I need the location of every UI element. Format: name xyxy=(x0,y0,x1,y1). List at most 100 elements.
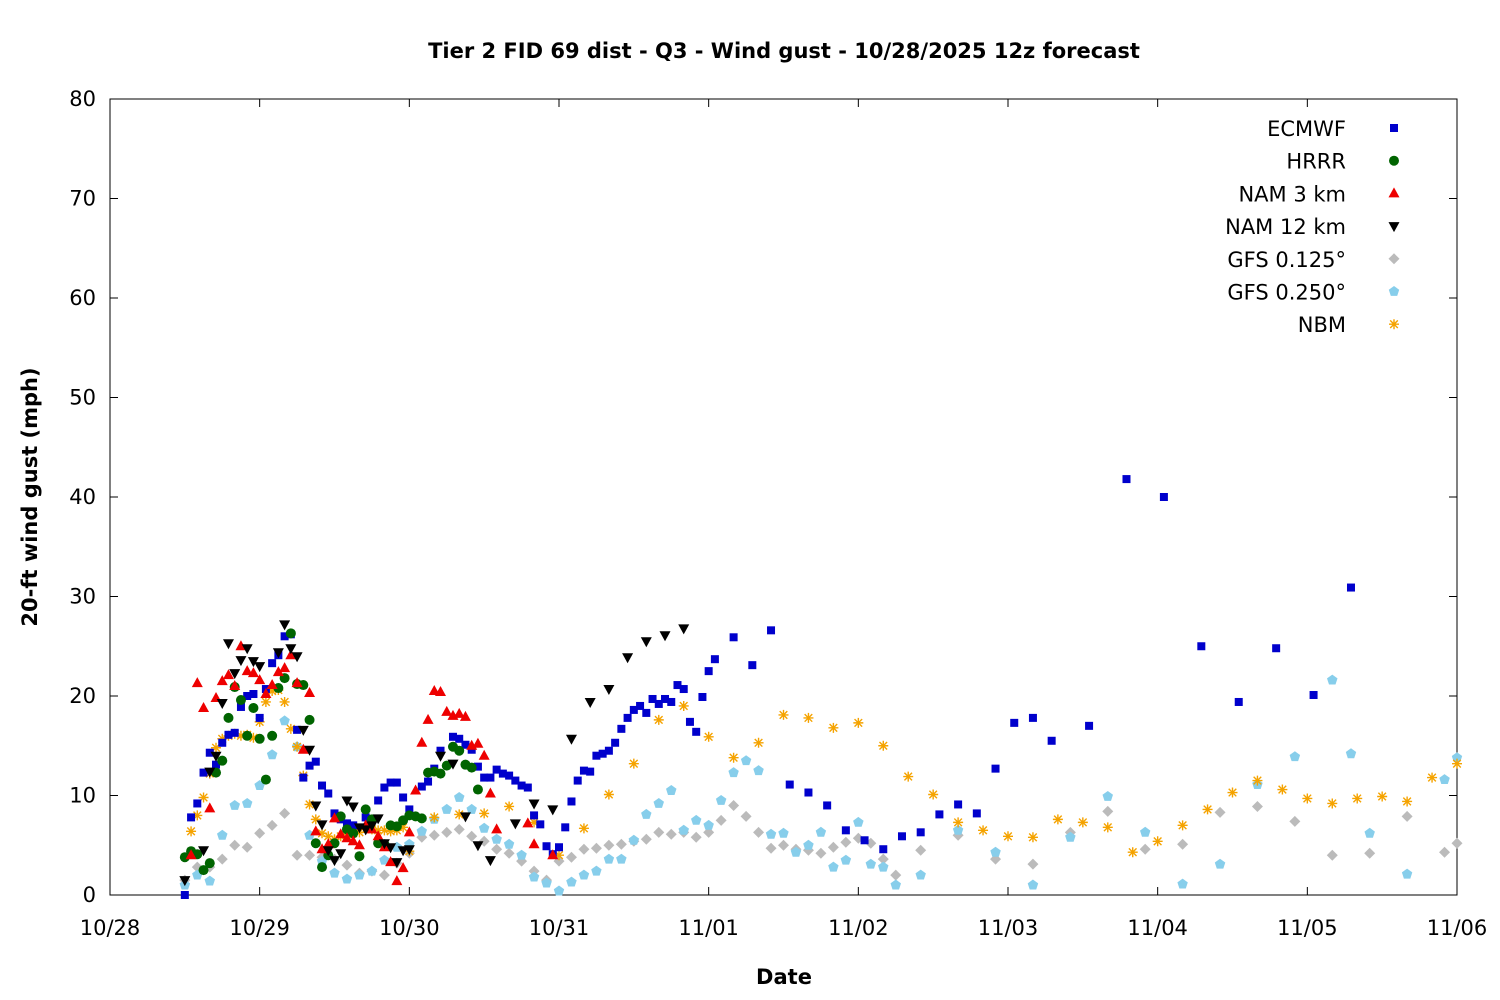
data-point xyxy=(267,686,278,697)
data-point xyxy=(242,730,253,741)
data-point xyxy=(372,830,384,841)
data-point xyxy=(466,830,478,842)
legend: ECMWF HRRR NAM 3 km NAM 12 km GFS 0.125° GFS … xyxy=(1225,117,1400,337)
data-point xyxy=(1289,815,1301,827)
data-point xyxy=(615,838,627,850)
data-point xyxy=(310,825,322,836)
data-point xyxy=(379,825,390,836)
data-point xyxy=(454,809,465,820)
data-point xyxy=(1102,805,1114,817)
data-point xyxy=(1127,847,1138,858)
data-point xyxy=(399,793,408,802)
data-point xyxy=(915,844,927,856)
data-point xyxy=(1364,827,1375,838)
data-point xyxy=(436,746,445,755)
data-point xyxy=(310,801,322,812)
data-point xyxy=(361,813,370,822)
data-point xyxy=(385,843,397,854)
data-point xyxy=(679,685,688,694)
data-point xyxy=(1401,810,1413,822)
data-point xyxy=(323,831,334,842)
data-point xyxy=(1028,713,1037,722)
data-point xyxy=(522,817,534,828)
data-point xyxy=(841,826,850,835)
x-tick-label: 11/03 xyxy=(978,916,1039,940)
data-point xyxy=(472,841,484,852)
data-point xyxy=(603,839,615,851)
data-point xyxy=(536,820,545,829)
data-point xyxy=(292,741,303,752)
data-point xyxy=(235,730,246,741)
y-tick-label: 70 xyxy=(69,187,96,211)
data-point xyxy=(385,856,397,867)
legend-label: HRRR xyxy=(1286,150,1346,174)
data-point xyxy=(324,789,333,798)
x-tick-label: 10/28 xyxy=(80,916,141,940)
data-point xyxy=(479,808,490,819)
data-point xyxy=(448,732,457,741)
data-point xyxy=(310,814,321,825)
data-point xyxy=(765,842,777,854)
legend-label: ECMWF xyxy=(1267,117,1346,141)
data-point xyxy=(378,839,390,850)
data-point xyxy=(379,854,390,865)
data-point xyxy=(509,819,521,830)
data-point xyxy=(990,846,1001,857)
data-point xyxy=(628,834,640,845)
data-point xyxy=(285,723,296,734)
data-point xyxy=(640,833,652,845)
data-point xyxy=(1102,822,1113,833)
data-point xyxy=(329,812,340,823)
x-tick-label: 10/30 xyxy=(379,916,440,940)
data-point xyxy=(897,832,906,841)
data-point xyxy=(823,801,832,810)
data-point xyxy=(304,687,316,698)
data-point xyxy=(255,713,264,722)
data-point xyxy=(1003,831,1013,842)
data-point xyxy=(304,849,316,861)
data-point xyxy=(391,858,403,869)
data-point xyxy=(329,856,340,867)
data-point xyxy=(1452,758,1462,769)
data-point xyxy=(435,751,447,762)
data-point xyxy=(516,849,527,860)
legend-label: GFS 0.250° xyxy=(1227,281,1346,305)
data-point xyxy=(1427,772,1438,783)
data-point xyxy=(191,677,203,688)
data-point xyxy=(954,800,963,809)
data-point xyxy=(1402,796,1413,807)
plot-area xyxy=(179,475,1463,899)
data-point xyxy=(491,843,503,855)
data-point xyxy=(374,796,383,805)
data-point xyxy=(529,817,540,828)
data-point xyxy=(803,839,814,850)
data-point xyxy=(279,620,291,631)
data-point xyxy=(224,730,233,739)
legend-marker xyxy=(1389,319,1399,330)
x-tick-label: 11/01 xyxy=(678,916,739,940)
data-point xyxy=(815,847,827,859)
data-point xyxy=(903,771,914,782)
data-point xyxy=(690,831,702,843)
data-point xyxy=(578,823,589,834)
data-point xyxy=(229,800,240,810)
data-point xyxy=(322,846,334,857)
data-point xyxy=(243,692,252,700)
data-point xyxy=(484,856,496,867)
data-point xyxy=(241,841,253,853)
data-point xyxy=(454,745,465,756)
data-point xyxy=(273,683,284,694)
data-point xyxy=(410,784,422,795)
data-point xyxy=(715,795,727,805)
data-point xyxy=(247,667,259,678)
data-point xyxy=(1451,752,1463,763)
legend-marker xyxy=(1390,124,1398,132)
data-point xyxy=(554,850,564,861)
data-point xyxy=(865,858,876,869)
data-point xyxy=(853,816,864,827)
data-point xyxy=(216,675,228,686)
data-point xyxy=(185,849,197,860)
y-tick-label: 80 xyxy=(69,87,96,111)
data-point xyxy=(528,871,540,882)
data-point xyxy=(1052,814,1063,825)
